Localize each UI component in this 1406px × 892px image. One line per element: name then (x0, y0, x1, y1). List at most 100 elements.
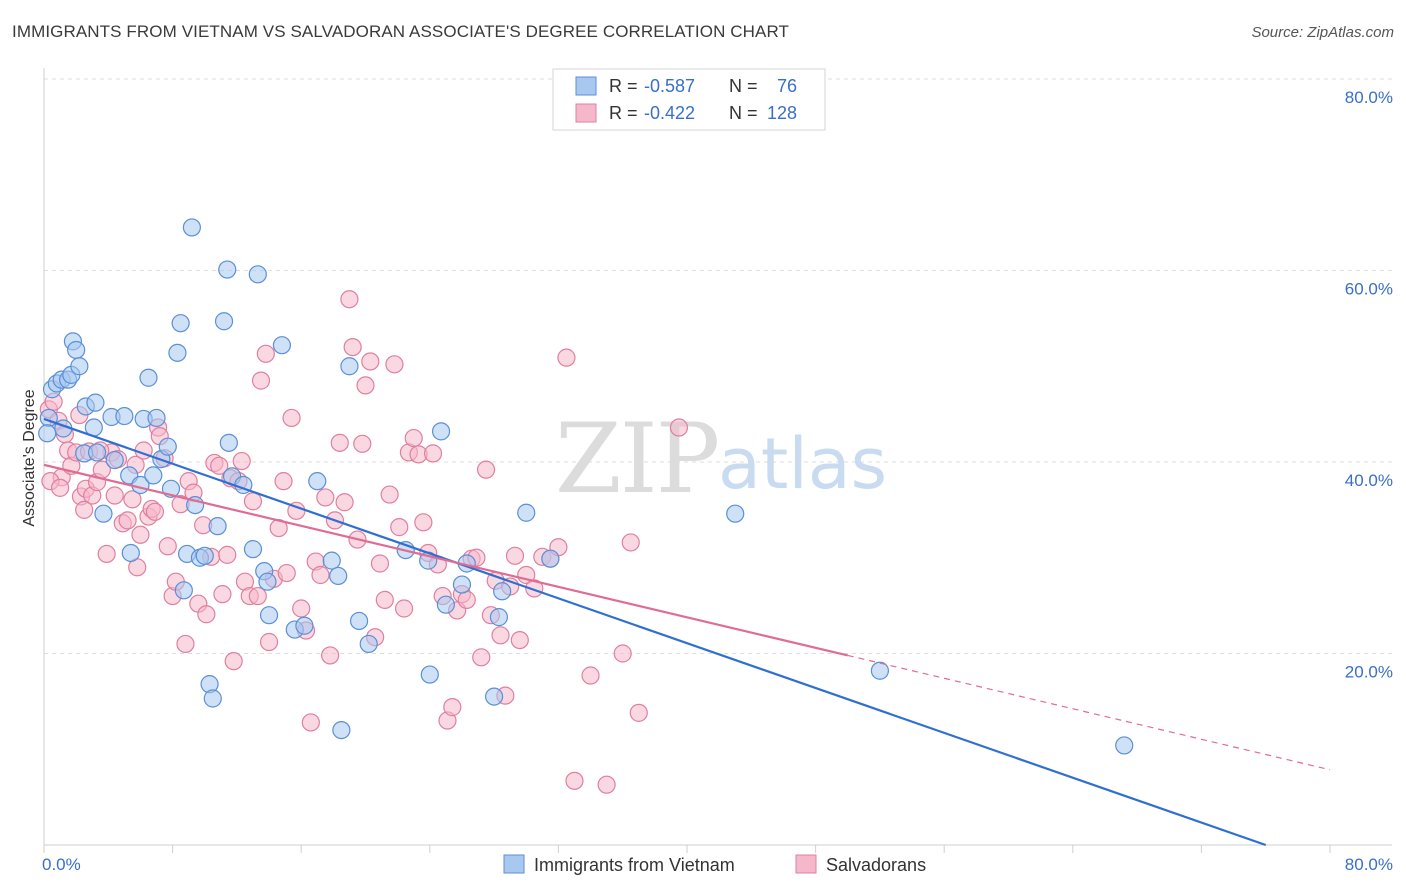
vietnam-point-20 (121, 543, 140, 563)
vietnam-point-70 (517, 503, 536, 522)
source-label: Source: ZipAtlas.com (1251, 24, 1394, 41)
vietnam-point-38 (203, 689, 222, 708)
axes (43, 68, 1392, 853)
vietnam-point-25 (147, 408, 166, 428)
salvadorans-point-23 (131, 525, 150, 544)
vietnam-point-45 (243, 540, 263, 559)
legend-n-label-1: N = (729, 103, 758, 123)
salvadorans-point-72 (335, 493, 354, 512)
salvadorans-point-116 (565, 771, 584, 790)
bottom-legend-swatch-vietnam (503, 854, 525, 874)
vietnam-point-48 (258, 572, 277, 591)
salvadorans-point-31 (158, 537, 177, 556)
legend-swatch-vietnam (575, 76, 597, 96)
vietnam-point-75 (38, 424, 57, 443)
vietnam-point-52 (295, 616, 314, 635)
salvadorans-point-65 (301, 713, 320, 732)
salvadorans-point-119 (613, 644, 632, 663)
salvadorans-point-84 (390, 518, 409, 537)
salvadorans-point-61 (282, 408, 301, 428)
vietnam-point-41 (218, 260, 237, 279)
vietnam-point-67 (485, 687, 504, 706)
salvadorans-point-59 (274, 472, 293, 491)
legend-r-label-1: R = (609, 103, 638, 123)
salvadorans-point-15 (97, 544, 116, 564)
salvadorans-point-35 (176, 634, 195, 654)
vietnam-point-59 (359, 634, 378, 654)
vietnam-point-40 (214, 312, 234, 331)
salvadorans-point-44 (213, 585, 232, 604)
salvadorans-point-102 (476, 460, 496, 479)
salvadorans-point-122 (669, 418, 689, 437)
salvadorans-point-73 (340, 290, 359, 309)
legend-box (552, 68, 826, 131)
salvadorans-point-85 (394, 599, 414, 618)
salvadorans-point-74 (343, 338, 362, 357)
salvadorans-point-27 (145, 502, 165, 521)
salvadorans-point-69 (321, 646, 340, 665)
vietnam-point-31 (174, 581, 193, 600)
vietnam-point-29 (168, 343, 187, 362)
watermark-zip: ZIP (555, 403, 718, 515)
vietnam-point-18 (115, 406, 134, 426)
vietnam-point-33 (182, 218, 201, 237)
salvadorans-point-89 (414, 513, 433, 532)
vietnam-point-42 (219, 433, 238, 452)
y-tick-label-1: 40.0% (1345, 471, 1393, 490)
salvadorans-point-47 (224, 652, 243, 671)
salvadorans-point-43 (210, 456, 229, 475)
y-axis-label: Associate's Degree (21, 389, 38, 526)
salvadorans-point-20 (118, 511, 137, 530)
bottom-legend-label-vietnam: Immigrants from Vietnam (534, 855, 735, 875)
y-tick-label-2: 60.0% (1345, 280, 1393, 299)
y-tick-label-0: 20.0% (1345, 663, 1393, 682)
bottom-legend: Immigrants from Vietnam Salvadorans (503, 854, 926, 875)
series-salvadorans (39, 290, 689, 794)
salvadorans-point-54 (251, 371, 271, 390)
legend-r-value-0: -0.587 (644, 76, 695, 96)
vietnam-point-54 (322, 551, 341, 570)
salvadorans-point-68 (316, 488, 335, 507)
salvadorans-point-83 (385, 355, 404, 374)
salvadorans-point-118 (597, 775, 616, 794)
vietnam-point-50 (272, 336, 292, 355)
salvadorans-point-17 (105, 486, 124, 505)
salvadorans-point-91 (423, 444, 443, 463)
legend-r-value-1: -0.422 (644, 103, 695, 123)
series-vietnam (38, 218, 1134, 755)
salvadorans-point-60 (277, 563, 296, 583)
salvadorans-point-63 (292, 599, 311, 618)
y-tick-label-3: 80.0% (1345, 88, 1393, 107)
salvadorans-point-45 (218, 545, 237, 564)
vietnam-point-30 (171, 314, 190, 333)
legend-r-label-0: R = (609, 76, 638, 96)
vietnam-point-71 (541, 549, 560, 568)
vietnam-point-46 (248, 265, 267, 284)
salvadorans-point-71 (330, 433, 349, 452)
salvadorans-point-121 (629, 703, 648, 722)
salvadorans-point-120 (621, 533, 640, 552)
salvadorans-point-56 (259, 632, 279, 652)
watermark: ZIP atlas (555, 403, 887, 515)
tick-labels: 20.0% 40.0% 60.0% 80.0% 0.0% 80.0% (42, 88, 1393, 874)
vietnam-point-23 (139, 368, 158, 387)
salvadorans-point-108 (505, 546, 525, 565)
vietnam-point-13 (86, 393, 105, 412)
vietnam-point-58 (349, 611, 369, 631)
bottom-legend-label-salvadorans: Salvadorans (826, 855, 926, 875)
salvadorans-point-82 (380, 485, 399, 504)
vietnam-point-27 (158, 437, 177, 456)
salvadorans-point-40 (197, 605, 216, 624)
salvadorans-point-76 (353, 434, 372, 453)
vietnam-point-62 (420, 665, 439, 684)
salvadorans-point-109 (510, 630, 529, 650)
vietnam-point-69 (493, 582, 512, 601)
watermark-atlas: atlas (718, 423, 887, 505)
salvadorans-point-98 (457, 590, 476, 609)
salvadorans-point-52 (243, 492, 263, 511)
legend-n-label-0: N = (729, 76, 758, 96)
legend-n-value-0: 76 (772, 76, 797, 96)
trend-lines (43, 417, 1331, 847)
salvadorans-point-81 (375, 590, 394, 609)
salvadorans-point-101 (472, 648, 491, 667)
